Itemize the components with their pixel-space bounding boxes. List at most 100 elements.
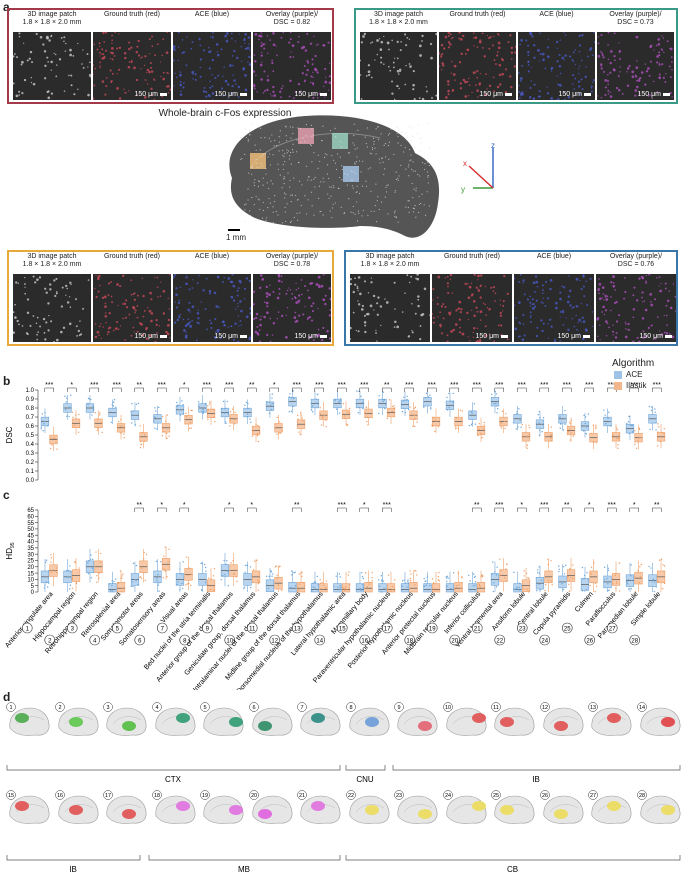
box-ilastik-2 bbox=[71, 557, 81, 592]
box-ace-4 bbox=[108, 571, 117, 593]
box-ilastik-13 bbox=[319, 571, 328, 593]
svg-text:27: 27 bbox=[590, 793, 596, 799]
svg-text:15: 15 bbox=[8, 793, 14, 799]
box-ilastik-24 bbox=[566, 417, 576, 443]
inset-4-scalebar-2: 150 μm bbox=[558, 333, 590, 340]
group-label: IB bbox=[69, 865, 77, 874]
svg-text:8: 8 bbox=[349, 705, 352, 711]
significance-22: * bbox=[520, 502, 523, 509]
significance-21: *** bbox=[495, 382, 503, 389]
box-ace-13 bbox=[310, 571, 320, 593]
region-map-12: 12 bbox=[539, 702, 583, 736]
y-tick-label: 1.0 bbox=[26, 388, 35, 394]
panel-label-a: a bbox=[3, 0, 10, 14]
region-map-20: 20 bbox=[248, 790, 292, 824]
box-ilastik-13 bbox=[319, 402, 328, 428]
svg-text:25: 25 bbox=[564, 626, 571, 632]
inset-2-ace-caption: ACE (blue) bbox=[518, 11, 595, 19]
inset-3-ground-truth-image: 150 μm bbox=[93, 274, 171, 342]
region-map-4: 4 bbox=[151, 702, 195, 736]
box-ilastik-12 bbox=[296, 570, 306, 593]
box-ilastik-28 bbox=[656, 558, 666, 592]
significance-11: * bbox=[273, 382, 276, 389]
inset-1-overlay-caption: Overlay (purple)/DSC = 0.82 bbox=[253, 11, 331, 27]
region-label-11: Intralaminar nuclei of the dorsal thalam… bbox=[192, 590, 280, 690]
box-ilastik-3 bbox=[94, 410, 103, 435]
box-ace-9 bbox=[220, 399, 230, 425]
significance-5: ** bbox=[137, 382, 143, 389]
svg-text:4: 4 bbox=[93, 638, 97, 644]
inset-panel-4: 3D image patch 1.8 × 1.8 × 2.0 mm Ground t… bbox=[344, 250, 678, 346]
significance-15: * bbox=[363, 502, 366, 509]
region-map-11: 11 bbox=[491, 702, 535, 736]
inset-2-scalebar-3: 150 μm bbox=[638, 91, 670, 98]
inset-4-scalebar-1: 150 μm bbox=[476, 333, 508, 340]
inset-4-patch-image bbox=[350, 274, 430, 342]
significance-19: *** bbox=[450, 382, 458, 389]
significance-25: * bbox=[588, 502, 591, 509]
svg-text:13: 13 bbox=[590, 705, 596, 711]
box-ace-24 bbox=[558, 564, 567, 592]
significance-7: * bbox=[183, 382, 186, 389]
box-ilastik-18 bbox=[431, 571, 441, 593]
box-ace-23 bbox=[535, 565, 545, 592]
box-ace-16 bbox=[378, 390, 387, 416]
group-label: CTX bbox=[165, 775, 182, 784]
significance-10: ** bbox=[249, 382, 255, 389]
region-map-26: 26 bbox=[539, 790, 583, 824]
svg-text:9: 9 bbox=[397, 705, 400, 711]
box-ace-25 bbox=[580, 413, 590, 438]
box-ilastik-4 bbox=[116, 570, 126, 593]
inset-2-dsc: DSC = 0.73 bbox=[617, 19, 654, 26]
svg-text:22: 22 bbox=[347, 793, 353, 799]
y-tick-label: 55 bbox=[27, 521, 34, 527]
box-ilastik-8 bbox=[206, 567, 216, 592]
group-bracket-1: CTX bbox=[6, 765, 341, 784]
inset-3-ace-image: 150 μm bbox=[173, 274, 251, 342]
box-ace-14 bbox=[333, 571, 342, 593]
region-map-13: 13 bbox=[588, 702, 632, 736]
box-ace-20 bbox=[468, 571, 477, 593]
box-ace-28 bbox=[648, 405, 657, 431]
box-ace-17 bbox=[400, 571, 410, 593]
inset-4-ace-image: 150 μm bbox=[514, 274, 594, 342]
inset-2-patch: 3D image patch bbox=[373, 11, 424, 18]
region-map-28: 28 bbox=[636, 790, 680, 824]
box-ace-18 bbox=[422, 390, 432, 414]
significance-12: *** bbox=[293, 382, 301, 389]
inset-2-patch-caption: 3D image patch 1.8 × 1.8 × 2.0 mm bbox=[360, 11, 437, 27]
box-ilastik-15 bbox=[364, 400, 373, 426]
inset-panel-2: 3D image patch 1.8 × 1.8 × 2.0 mm Ground t… bbox=[354, 8, 678, 104]
legend-label-ilastik: Ilastik bbox=[626, 381, 647, 390]
box-ilastik-10 bbox=[251, 559, 261, 592]
svg-text:7: 7 bbox=[300, 705, 303, 711]
y-tick-label: 45 bbox=[27, 533, 34, 539]
significance-9: *** bbox=[225, 382, 233, 389]
brain-scalebar-label: 1 mm bbox=[226, 233, 246, 242]
y-tick-label: 0.1 bbox=[26, 469, 35, 475]
inset-panel-3: 3D image patch 1.8 × 1.8 × 2.0 mm Ground t… bbox=[7, 250, 334, 346]
svg-text:24: 24 bbox=[541, 638, 548, 644]
svg-text:3: 3 bbox=[71, 626, 75, 632]
box-ace-7 bbox=[175, 396, 185, 422]
box-ilastik-9 bbox=[229, 552, 238, 587]
significance-2: * bbox=[70, 382, 73, 389]
inset-1-ace-caption: ACE (blue) bbox=[173, 11, 251, 19]
panel-label-c: c bbox=[3, 488, 10, 502]
significance-6: * bbox=[160, 502, 163, 509]
region-map-8: 8 bbox=[345, 702, 389, 736]
region-map-22: 22 bbox=[345, 790, 389, 824]
region-map-3: 3 bbox=[103, 702, 147, 736]
group-bracket-2: CNU bbox=[345, 765, 386, 784]
legend-title: Algorithm bbox=[612, 358, 655, 369]
inset-1-ace-image: 150 μm bbox=[173, 32, 251, 100]
box-ace-13 bbox=[310, 390, 320, 416]
inset-2-gt: Ground truth (red) bbox=[449, 11, 506, 18]
box-ilastik-6 bbox=[161, 546, 171, 580]
svg-text:y: y bbox=[461, 185, 465, 194]
svg-text:19: 19 bbox=[202, 793, 208, 799]
box-ilastik-1 bbox=[49, 426, 58, 452]
